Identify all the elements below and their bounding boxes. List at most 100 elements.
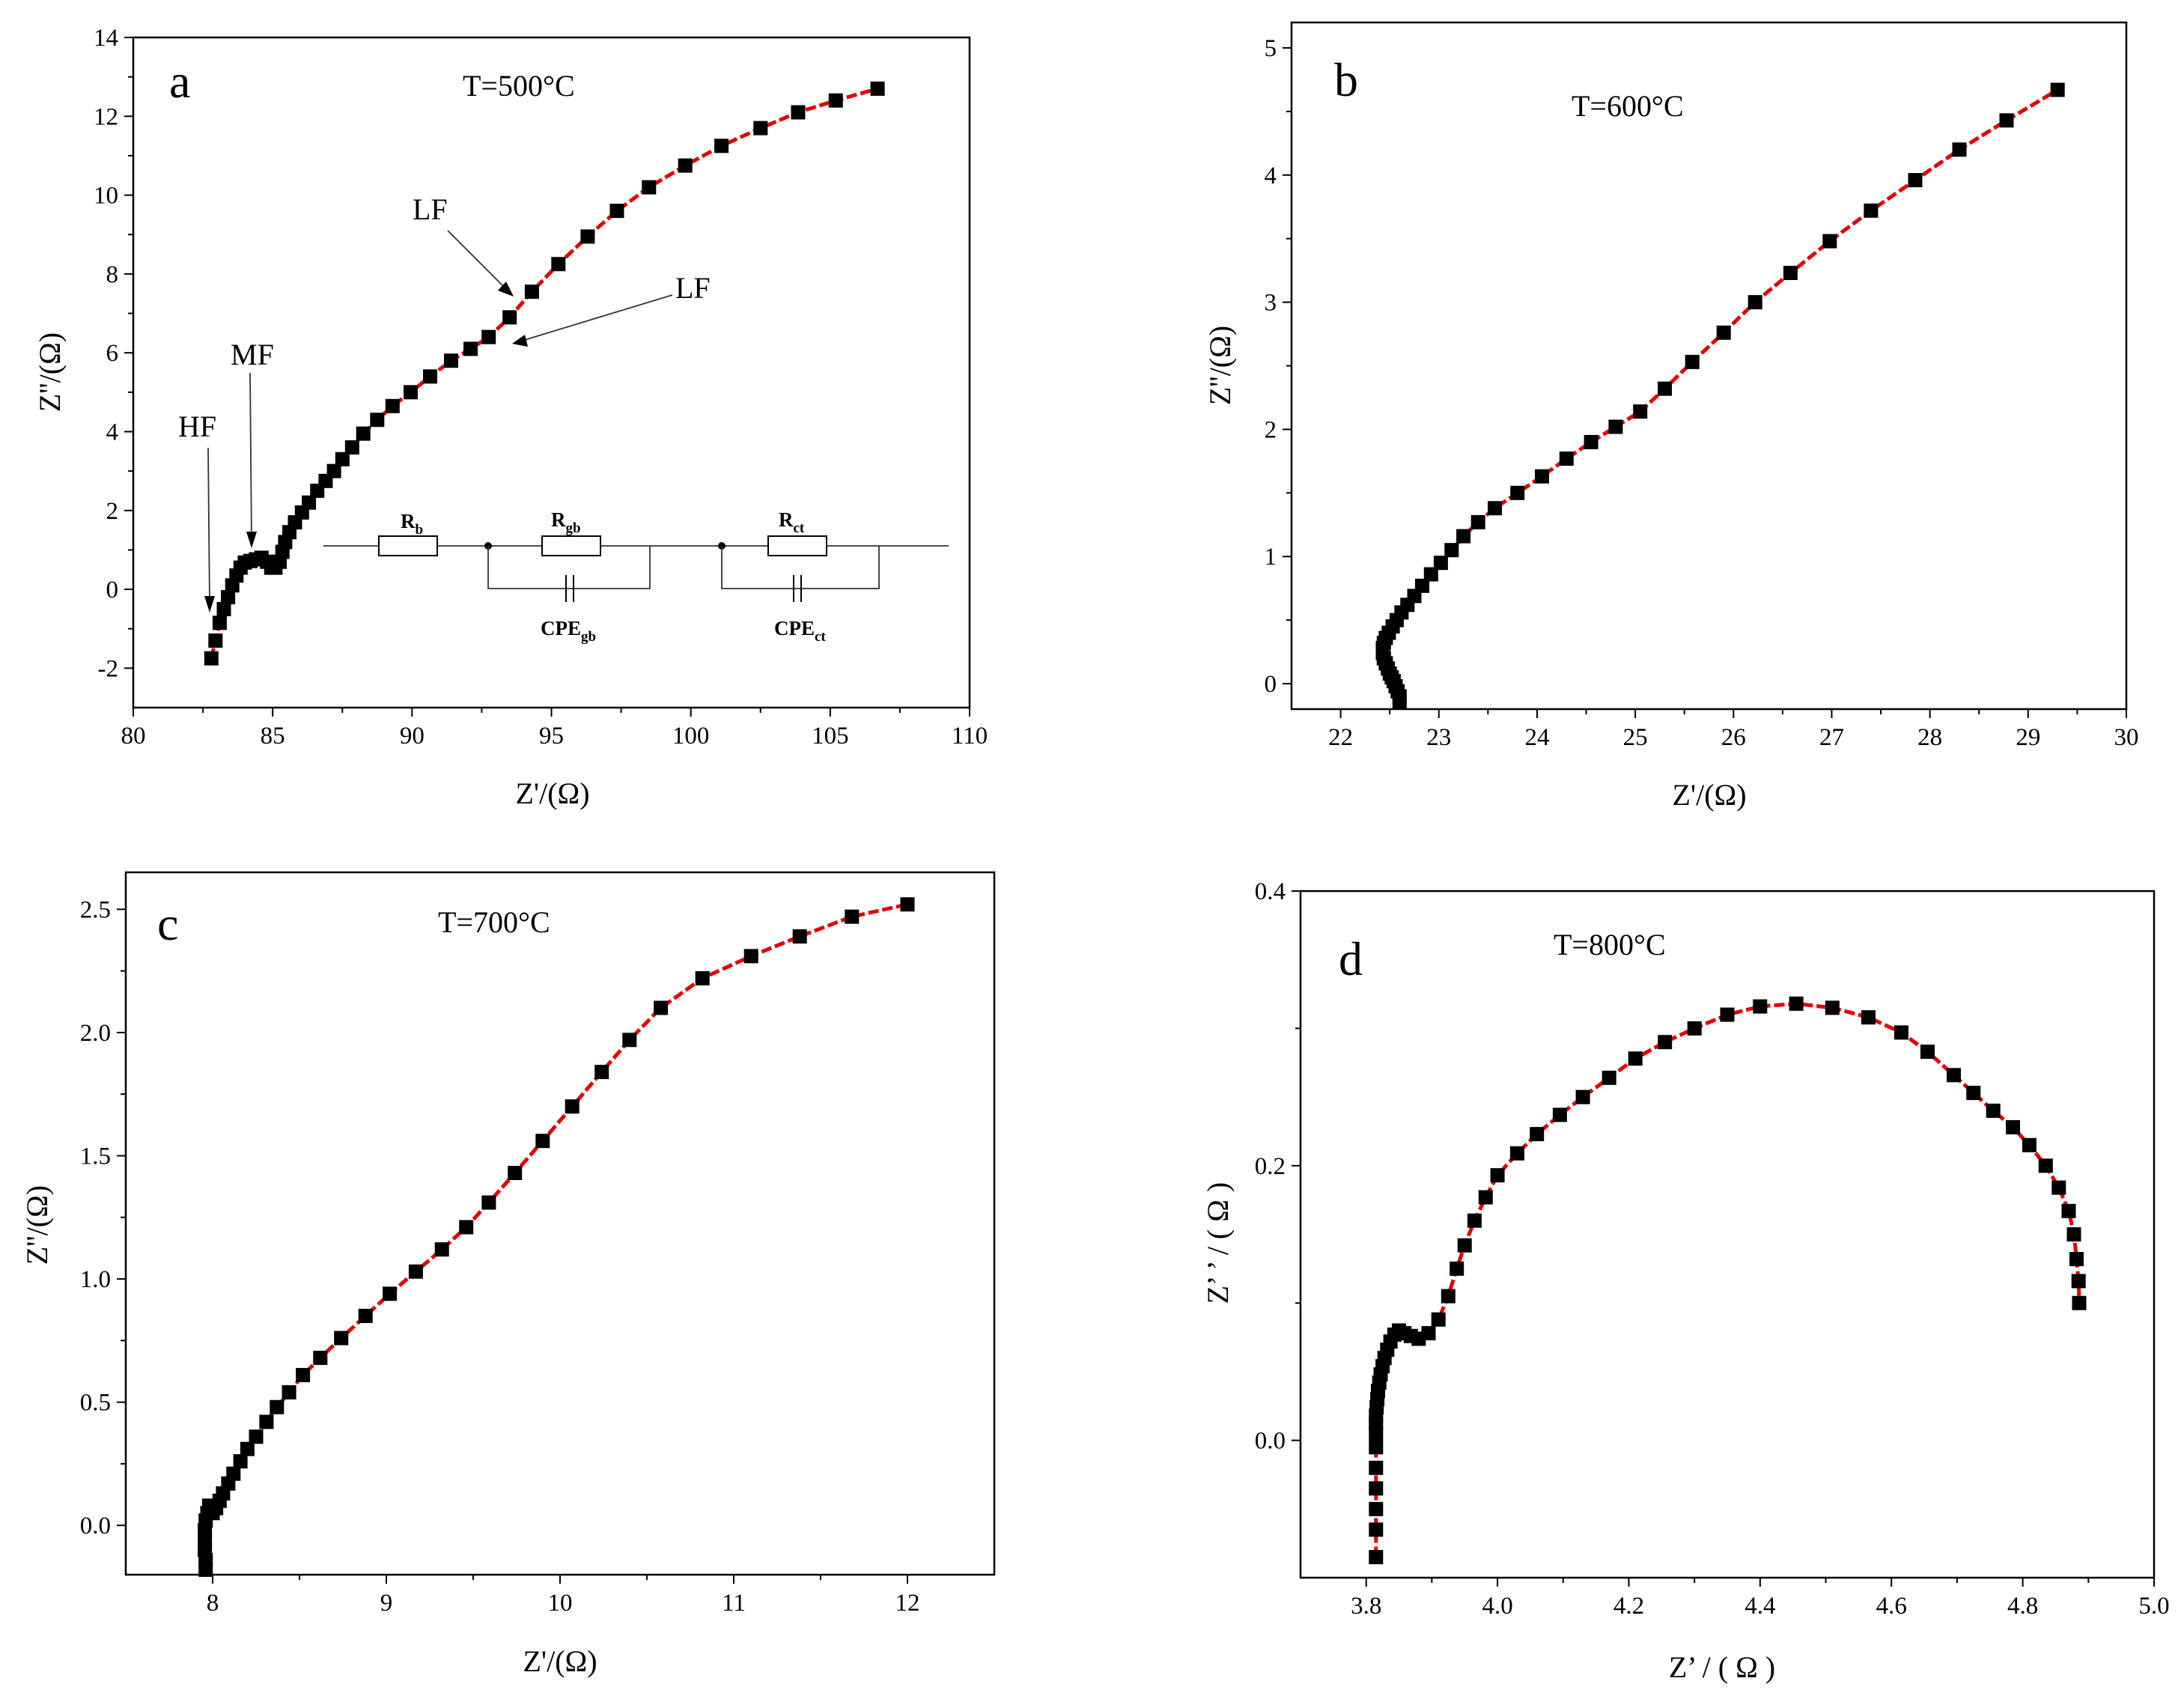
data-point-d-24 (1431, 1312, 1446, 1327)
x-tick-label-b-7: 29 (2016, 724, 2040, 751)
y-tick-label-a-6: 10 (94, 183, 118, 210)
y-tick-label-a-3: 4 (106, 419, 119, 446)
panel-d: 3.8 4.0 4.2 4.4 4.6 4.8 5.0 0.0 0.2 0.4 d T=800°C… (1201, 878, 2170, 1684)
cpe-gb-symbol: CPE (541, 617, 581, 639)
y-tick-label-b-4: 4 (1265, 162, 1277, 189)
data-point-d-42 (1825, 1000, 1840, 1015)
annotation-lf-1-label: LF (413, 192, 448, 226)
x-tick-label-b-1: 23 (1426, 724, 1451, 751)
data-point-b-36 (1747, 295, 1762, 310)
y-tick-label-c-4: 2.0 (80, 1020, 111, 1047)
resistor-rb-label: Rb (401, 510, 423, 538)
data-point-d-57 (2072, 1295, 2087, 1310)
x-tick-label-c-1: 9 (380, 1590, 393, 1617)
data-point-a-38 (580, 229, 595, 244)
y-tick-label-d-1: 0.2 (1255, 1153, 1286, 1180)
panel-letter-c: c (157, 897, 178, 950)
data-point-a-28 (370, 413, 385, 428)
y-tick-label-b-2: 2 (1265, 416, 1277, 443)
data-point-b-26 (1488, 501, 1502, 516)
data-point-b-27 (1510, 485, 1525, 500)
data-point-a-31 (423, 369, 437, 384)
x-tick-label-b-8: 30 (2114, 724, 2139, 751)
y-axis-label-a: Z''/(Ω) (33, 332, 67, 412)
y-tick-label-a-8: 14 (94, 25, 118, 52)
data-points-c (198, 897, 915, 1577)
x-tick-label-b-3: 25 (1623, 724, 1648, 751)
fit-curve-d (1374, 1001, 2081, 1557)
data-point-b-41 (1952, 142, 1967, 157)
y-tick-label-c-3: 1.5 (80, 1143, 111, 1170)
cpe-gb-branch (487, 546, 651, 589)
annotation-hf-arrow (207, 447, 210, 607)
y-tick-label-d-2: 0.4 (1255, 878, 1286, 905)
x-tick-label-b-0: 22 (1328, 724, 1353, 751)
x-tick-label-a-1: 85 (261, 723, 285, 750)
data-point-d-49 (2006, 1119, 2020, 1134)
x-tick-label-a-6: 110 (952, 723, 988, 750)
data-point-c-20 (282, 1385, 296, 1399)
resistor-rb-subscript: b (416, 522, 424, 538)
data-point-c-15 (233, 1454, 248, 1469)
data-point-c-31 (535, 1134, 550, 1149)
data-point-c-34 (622, 1033, 637, 1048)
x-tick-label-a-3: 95 (539, 723, 564, 750)
data-point-d-45 (1920, 1045, 1935, 1060)
data-point-d-37 (1658, 1035, 1673, 1050)
data-point-d-28 (1467, 1213, 1482, 1228)
annotation-mf-label: MF (231, 338, 274, 371)
data-point-d-53 (2061, 1203, 2076, 1218)
data-point-c-18 (259, 1414, 274, 1429)
resistor-rct-label: Rct (779, 508, 805, 536)
data-point-b-39 (1864, 203, 1879, 218)
panel-c: 8 9 10 11 12 0.0 0.5 1.0 1.5 2.0 2.5 c T=700°C Z'/… (20, 871, 996, 1678)
resistor-rb (378, 535, 438, 556)
data-point-b-37 (1783, 266, 1798, 280)
data-point-d-50 (2022, 1137, 2037, 1152)
data-point-a-32 (444, 353, 458, 368)
panel-letter-d: d (1339, 932, 1363, 985)
x-tick-label-d-0: 3.8 (1351, 1593, 1381, 1620)
data-point-b-40 (1908, 173, 1923, 188)
equivalent-circuit: Rb Rgb CPEgb Rct CPEct (323, 508, 949, 645)
temperature-label-a: T=500°C (463, 69, 575, 103)
data-point-b-24 (1456, 529, 1471, 544)
y-tick-label-d-0: 0.0 (1255, 1428, 1286, 1455)
fit-curve-b (1381, 88, 2059, 703)
data-point-a-0 (204, 651, 219, 666)
x-tick-label-c-4: 12 (895, 1590, 920, 1617)
data-point-d-41 (1789, 996, 1804, 1011)
data-point-b-38 (1822, 234, 1837, 249)
data-points-b (1375, 82, 2065, 710)
annotation-lf-1-arrowhead (498, 282, 514, 297)
data-point-c-37 (743, 949, 758, 964)
data-point-d-3 (1369, 1481, 1384, 1496)
ticks-d: 3.8 4.0 4.2 4.4 4.6 4.8 5.0 0.0 0.2 0.4 (1255, 878, 2170, 1620)
x-tick-label-d-2: 4.2 (1613, 1593, 1644, 1620)
y-tick-label-b-5: 5 (1265, 35, 1277, 62)
data-point-b-33 (1658, 381, 1672, 396)
data-point-a-29 (385, 398, 400, 413)
data-point-d-0 (1369, 1550, 1384, 1564)
data-point-c-29 (481, 1195, 496, 1210)
x-tick-label-a-0: 80 (121, 723, 146, 750)
data-point-c-26 (408, 1264, 423, 1279)
temperature-label-c: T=700°C (438, 905, 550, 939)
y-tick-label-a-1: 0 (106, 577, 119, 604)
data-point-d-33 (1552, 1107, 1567, 1122)
plot-frame-d (1299, 890, 2156, 1579)
ticks-a: 80 85 90 95 100 105 110 -2 0 2 4 6 8 10 12 14 (94, 25, 988, 750)
x-tick-label-a-5: 105 (812, 723, 849, 750)
data-point-c-22 (313, 1350, 328, 1365)
data-point-c-14 (226, 1466, 241, 1481)
resistor-rgb (541, 535, 601, 556)
x-tick-label-d-5: 4.8 (2007, 1593, 2038, 1620)
data-point-d-27 (1457, 1238, 1472, 1253)
data-point-b-42 (1999, 113, 2014, 128)
data-point-a-42 (714, 139, 729, 154)
data-point-d-39 (1720, 1007, 1735, 1022)
data-point-b-43 (2050, 82, 2065, 97)
temperature-label-b: T=600°C (1572, 89, 1684, 123)
data-point-c-27 (434, 1242, 449, 1257)
